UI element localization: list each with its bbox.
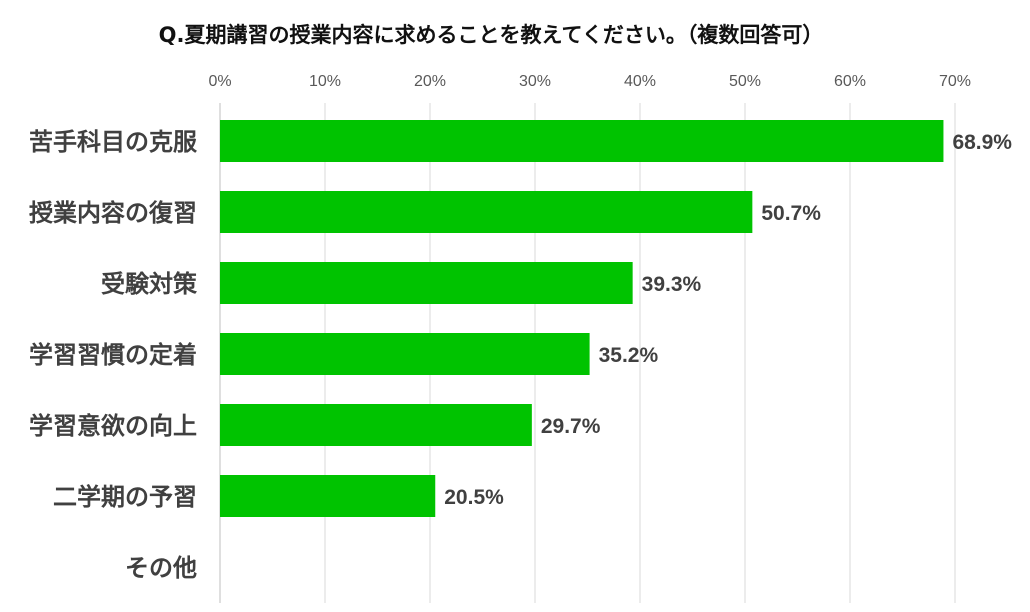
bars — [220, 120, 944, 517]
bar — [220, 404, 532, 446]
x-tick-label: 20% — [414, 73, 446, 90]
bar — [220, 120, 944, 162]
bar — [220, 191, 753, 233]
x-tick-label: 60% — [834, 73, 866, 90]
x-tick-label: 50% — [729, 73, 761, 90]
x-tick-label: 0% — [208, 73, 231, 90]
x-tick-label: 30% — [519, 73, 551, 90]
category-label: 学習意欲の向上 — [29, 412, 197, 440]
bar — [220, 333, 590, 375]
data-label: 50.7% — [761, 202, 821, 225]
category-label: その他 — [125, 554, 197, 582]
category-label: 学習習慣の定着 — [29, 341, 197, 369]
data-label: 68.9% — [952, 131, 1012, 154]
chart-title: Q.夏期講習の授業内容に求めることを教えてください。（複数回答可） — [159, 23, 824, 47]
category-label: 二学期の予習 — [53, 483, 197, 511]
category-label: 授業内容の復習 — [29, 199, 197, 227]
category-label: 苦手科目の克服 — [29, 128, 198, 156]
x-tick-label: 70% — [939, 73, 971, 90]
bar — [220, 475, 436, 517]
x-axis-ticks: 0% 10% 20% 30% 40% 50% 60% 70% — [208, 73, 971, 90]
category-label: 受験対策 — [101, 270, 198, 298]
data-label: 39.3% — [642, 273, 702, 296]
value-labels: 68.9% 50.7% 39.3% 35.2% 29.7% 20.5% — [444, 131, 1012, 509]
x-tick-label: 40% — [624, 73, 656, 90]
bar — [220, 262, 633, 304]
data-label: 20.5% — [444, 486, 504, 509]
x-tick-label: 10% — [309, 73, 341, 90]
category-labels: 苦手科目の克服授業内容の復習受験対策学習習慣の定着学習意欲の向上二学期の予習その… — [29, 128, 198, 582]
data-label: 29.7% — [541, 415, 601, 438]
data-label: 35.2% — [599, 344, 659, 367]
